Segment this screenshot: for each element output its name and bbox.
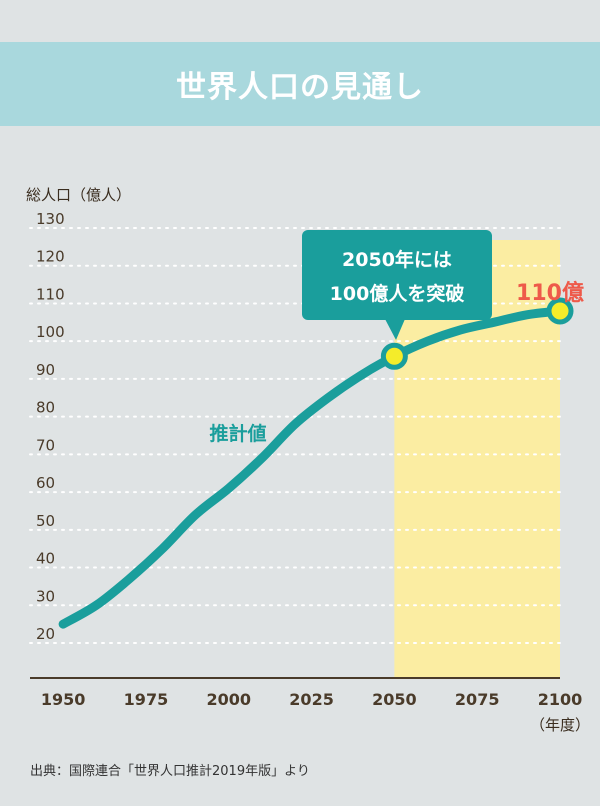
y-tick-label: 30 — [36, 587, 55, 605]
x-tick-label: 1950 — [41, 690, 86, 709]
data-markers — [380, 297, 574, 370]
callout-line-1: 2050年には — [342, 248, 452, 271]
y-tick-label: 130 — [36, 210, 65, 228]
series-label: 推計値 — [209, 422, 266, 445]
y-tick-label: 20 — [36, 625, 55, 643]
chart-title: 世界人口の見通し — [176, 70, 424, 105]
y-axis-label: 総人口（億人） — [26, 186, 131, 204]
x-tick-label: 2075 — [455, 690, 500, 709]
x-tick-label: 1975 — [124, 690, 169, 709]
x-tick-label: 2025 — [289, 690, 334, 709]
y-tick-label: 60 — [36, 474, 55, 492]
data-point-marker — [380, 342, 408, 370]
x-axis-label: （年度） — [530, 716, 590, 734]
x-tick-label: 2100 — [538, 690, 583, 709]
y-tick-label: 90 — [36, 361, 55, 379]
y-tick-labels: 20 30 40 50 60 70 80 90 100 110 120 130 — [36, 210, 65, 643]
end-value-label: 110億 — [516, 280, 584, 306]
callout-line-2: 100億人を突破 — [330, 282, 465, 305]
y-tick-label: 100 — [36, 323, 65, 341]
x-tick-label: 2000 — [206, 690, 251, 709]
y-tick-label: 120 — [36, 248, 65, 266]
title-band: 世界人口の見通し — [0, 42, 600, 126]
y-tick-label: 80 — [36, 399, 55, 417]
callout-box — [302, 230, 492, 320]
y-tick-label: 110 — [36, 285, 65, 303]
data-point-marker — [546, 297, 574, 325]
x-tick-label: 2050 — [372, 690, 417, 709]
source-note: 出典：国際連合「世界人口推計2019年版」より — [30, 764, 310, 779]
x-tick-labels: 1950 1975 2000 2025 2050 2075 2100 — [41, 690, 582, 709]
grid-lines — [29, 227, 561, 644]
callout-pointer — [385, 319, 405, 340]
y-tick-label: 70 — [36, 436, 55, 454]
y-tick-label: 40 — [36, 550, 55, 568]
y-tick-label: 50 — [36, 512, 55, 530]
callout: 2050年には 100億人を突破 — [302, 230, 492, 340]
series-line-estimate — [58, 306, 565, 629]
